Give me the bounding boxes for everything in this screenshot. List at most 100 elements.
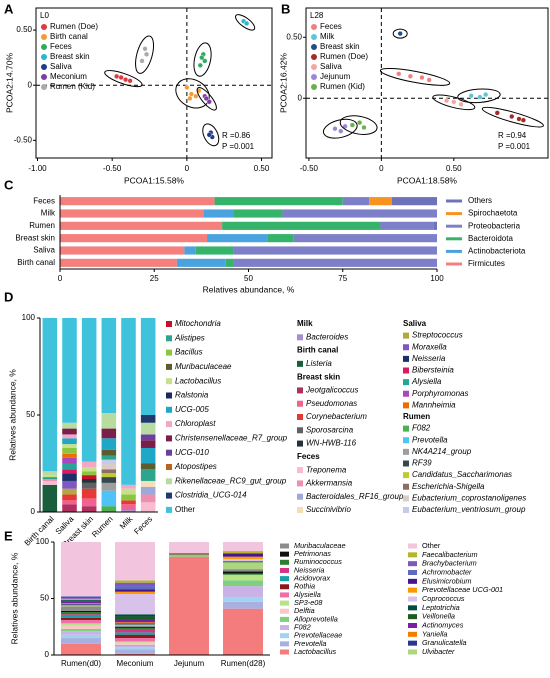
legend-label: Neisseria bbox=[412, 354, 446, 363]
point bbox=[361, 124, 367, 131]
legend-marker bbox=[41, 74, 47, 80]
bar-segment bbox=[115, 641, 155, 643]
legend-swatch bbox=[408, 561, 417, 567]
bar-segment bbox=[60, 221, 223, 230]
group-ellipse bbox=[379, 67, 451, 86]
legend-label: Streptococcus bbox=[412, 331, 463, 340]
y-axis-label: Relatives abundance, % bbox=[7, 369, 17, 461]
bar-segment bbox=[101, 482, 117, 491]
bar-segment bbox=[223, 580, 263, 587]
legend-title: L28 bbox=[310, 11, 324, 20]
bar-segment bbox=[61, 629, 101, 632]
bar-segment bbox=[121, 494, 136, 501]
bar-segment bbox=[42, 471, 58, 476]
bar-segment bbox=[61, 623, 101, 626]
legend-label: Veillonella bbox=[422, 612, 455, 621]
group-ellipse bbox=[104, 70, 143, 88]
bar-segment bbox=[62, 434, 77, 439]
legend-label: Yaniella bbox=[422, 629, 447, 638]
bar-segment bbox=[61, 634, 101, 639]
legend-heading: Milk bbox=[297, 319, 313, 328]
legend-label: Feces bbox=[50, 42, 72, 51]
legend-swatch bbox=[403, 379, 409, 386]
bar-segment bbox=[115, 580, 155, 583]
bar-segment bbox=[140, 463, 156, 470]
legend-swatch bbox=[280, 543, 289, 549]
y-axis-label: PCOA2:16.42% bbox=[278, 53, 288, 113]
legend-label: Treponema bbox=[306, 465, 347, 474]
legend-marker bbox=[311, 54, 317, 60]
bar-segment bbox=[60, 258, 177, 267]
legend-swatch bbox=[166, 449, 172, 456]
bar-segment bbox=[115, 647, 155, 650]
point bbox=[451, 99, 457, 105]
bar-segment bbox=[223, 586, 263, 598]
legend-label: Other bbox=[175, 505, 195, 514]
bar-segment bbox=[140, 486, 156, 495]
bar-segment bbox=[267, 234, 294, 243]
bar-segment bbox=[101, 455, 117, 460]
bar-segment bbox=[62, 473, 77, 481]
legend-swatch bbox=[166, 321, 172, 327]
y-tick-label: 0 bbox=[298, 93, 303, 102]
legend-marker bbox=[41, 34, 47, 40]
bar-segment bbox=[42, 475, 58, 478]
group-ellipse bbox=[432, 94, 476, 111]
legend-label: Actinomyces bbox=[421, 620, 464, 629]
legend-label: F082 bbox=[294, 622, 311, 631]
legend-swatch bbox=[297, 414, 303, 420]
bar-segment bbox=[61, 615, 101, 618]
legend-swatch bbox=[280, 600, 289, 606]
bar-segment bbox=[62, 480, 77, 489]
bar-segment bbox=[81, 471, 97, 476]
x-axis-label: PCOA1:15.58% bbox=[124, 175, 184, 185]
bar-segment bbox=[61, 631, 101, 635]
point bbox=[206, 99, 212, 105]
bar-segment bbox=[115, 582, 155, 587]
legend-label: Bacteroidota bbox=[468, 234, 513, 243]
bar-segment bbox=[222, 221, 381, 230]
legend-label: Bacteroides bbox=[306, 332, 348, 341]
bar-segment bbox=[121, 504, 136, 511]
legend-title: L0 bbox=[40, 11, 49, 20]
bar-segment bbox=[81, 506, 97, 512]
legend-swatch bbox=[166, 406, 172, 413]
legend-swatch bbox=[297, 360, 303, 367]
legend-swatch bbox=[408, 570, 417, 575]
legend-label: Actinobacteriota bbox=[468, 247, 526, 256]
legend-marker bbox=[311, 44, 317, 50]
bar-segment bbox=[61, 601, 101, 604]
bar-segment bbox=[223, 601, 263, 609]
bar-segment bbox=[433, 221, 437, 230]
legend-label: Prevotellaceae UCG-001 bbox=[422, 585, 503, 594]
category-label: Feces bbox=[132, 515, 154, 537]
legend-label: Proteobacteria bbox=[468, 221, 521, 230]
bar-segment bbox=[282, 209, 437, 218]
legend-label: Prevotella bbox=[294, 639, 326, 648]
legend-swatch bbox=[166, 363, 172, 370]
bar-segment bbox=[62, 453, 77, 458]
x-axis-label: PCOA1:18.58% bbox=[397, 175, 457, 185]
bar-segment bbox=[62, 447, 77, 454]
bar-segment bbox=[391, 197, 437, 206]
legend-label: Bacillus bbox=[175, 348, 203, 357]
legend-label: Clostridia_UCG-014 bbox=[175, 491, 247, 500]
legend-label: Candidatus_Saccharimonas bbox=[412, 470, 512, 479]
legend-swatch bbox=[403, 355, 409, 362]
bar-segment bbox=[62, 428, 77, 435]
x-tick-label: 0.50 bbox=[254, 164, 270, 173]
bar-segment bbox=[61, 625, 101, 630]
bar-segment bbox=[101, 473, 117, 478]
legend-swatch bbox=[280, 567, 289, 573]
legend-label: Listeria bbox=[306, 359, 332, 368]
legend-label: Faecalibacterium bbox=[422, 550, 478, 559]
category-label: Rumen(d28) bbox=[221, 659, 266, 668]
legend-label: Birth canal bbox=[50, 32, 88, 41]
category-label: Jejunum bbox=[174, 659, 205, 668]
point bbox=[199, 55, 205, 61]
bar-segment bbox=[140, 502, 156, 512]
legend-label: Lactobacillus bbox=[175, 376, 221, 385]
legend-label: Brachybacterium bbox=[422, 559, 477, 568]
bar-segment bbox=[223, 558, 263, 562]
